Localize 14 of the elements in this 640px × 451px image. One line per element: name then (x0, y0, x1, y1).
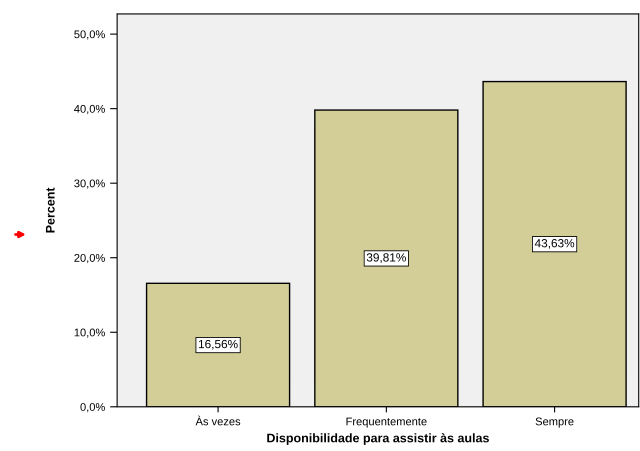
y-tick-label: 10,0% (74, 328, 105, 338)
y-axis-title: Percent (46, 188, 55, 232)
data-label: 39,81% (366, 253, 406, 263)
x-tick-label: Frequentemente (346, 418, 427, 428)
x-tick-label: Às vezes (196, 416, 240, 426)
data-label: 16,56% (198, 340, 238, 350)
y-tick-label: 20,0% (74, 254, 105, 264)
y-tick-label: 40,0% (74, 104, 105, 114)
y-tick-label: 50,0% (74, 30, 105, 40)
data-label: 43,63% (534, 239, 574, 249)
y-tick-label: 0,0% (80, 403, 105, 412)
x-tick-label: Sempre (536, 418, 574, 428)
x-axis-title: Disponibilidade para assistir às aulas (267, 433, 489, 445)
y-tick-label: 30,0% (74, 179, 105, 189)
